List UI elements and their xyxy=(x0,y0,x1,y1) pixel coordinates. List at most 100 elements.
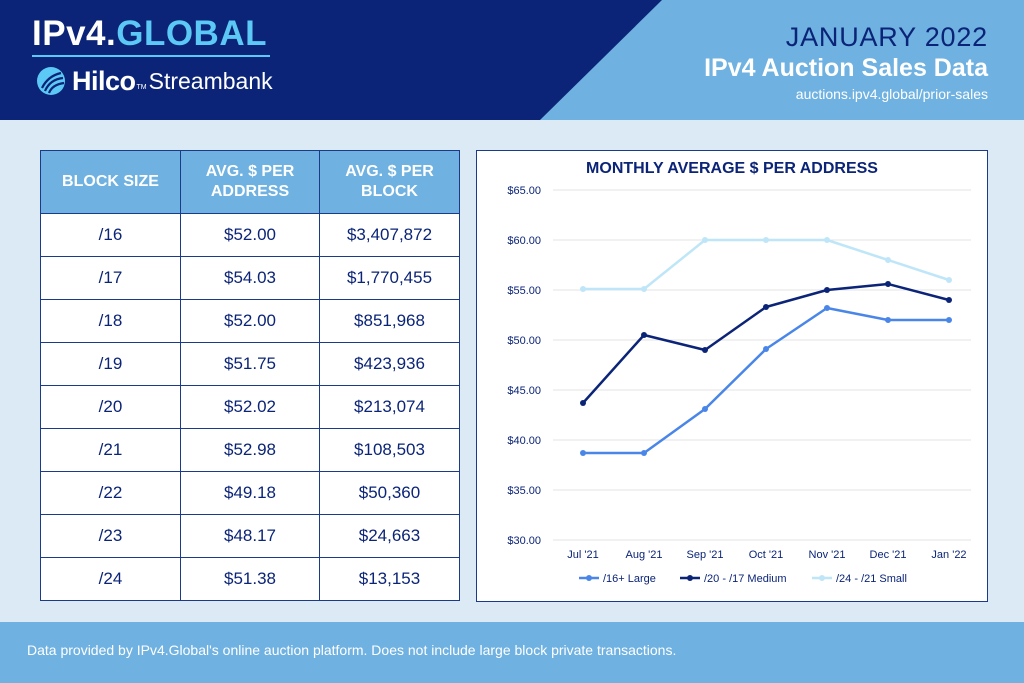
y-tick-label: $45.00 xyxy=(507,385,541,397)
partner-name: Hilco xyxy=(72,65,136,96)
legend-marker xyxy=(687,575,693,581)
cell-avg-block: $1,770,455 xyxy=(319,256,460,300)
x-tick-label: Dec '21 xyxy=(870,549,907,561)
series-point xyxy=(763,237,769,243)
cell-block-size: /21 xyxy=(40,428,181,472)
cell-avg-block: $13,153 xyxy=(319,557,460,601)
cell-avg-address: $49.18 xyxy=(180,471,320,515)
hilco-globe-icon xyxy=(37,67,65,95)
cell-avg-block: $423,936 xyxy=(319,342,460,386)
x-tick-label: Jan '22 xyxy=(931,549,966,561)
cell-avg-address: $54.03 xyxy=(180,256,320,300)
y-tick-label: $35.00 xyxy=(507,485,541,497)
legend-marker xyxy=(586,575,592,581)
table-row: /20 $52.02 $213,074 xyxy=(40,385,460,429)
chart-title: MONTHLY AVERAGE $ PER ADDRESS xyxy=(586,160,878,177)
footer-banner: Data provided by IPv4.Global's online au… xyxy=(0,622,1024,683)
y-tick-label: $30.00 xyxy=(507,535,541,547)
y-tick-label: $40.00 xyxy=(507,435,541,447)
series-point xyxy=(946,297,952,303)
report-url: auctions.ipv4.global/prior-sales xyxy=(795,86,988,102)
cell-block-size: /18 xyxy=(40,299,181,343)
table-row: /24 $51.38 $13,153 xyxy=(40,557,460,601)
series-line-1 xyxy=(582,282,950,404)
cell-avg-address: $52.00 xyxy=(180,213,320,257)
table-header-row: BLOCK SIZE AVG. $ PER ADDRESS AVG. $ PER… xyxy=(40,150,460,214)
legend-marker xyxy=(819,575,825,581)
partner-sub: Streambank xyxy=(148,68,273,94)
cell-block-size: /19 xyxy=(40,342,181,386)
column-header-block-size: BLOCK SIZE xyxy=(40,150,181,214)
table-row: /19 $51.75 $423,936 xyxy=(40,342,460,386)
series-point xyxy=(824,305,830,311)
table-row: /21 $52.98 $108,503 xyxy=(40,428,460,472)
series-point xyxy=(824,237,830,243)
table-row: /23 $48.17 $24,663 xyxy=(40,514,460,558)
brand-underline xyxy=(32,55,270,57)
table-row: /16 $52.00 $3,407,872 xyxy=(40,213,460,257)
cell-avg-address: $51.38 xyxy=(180,557,320,601)
series-point xyxy=(885,281,891,287)
cell-block-size: /22 xyxy=(40,471,181,515)
series-point xyxy=(946,317,952,323)
sales-table: BLOCK SIZE AVG. $ PER ADDRESS AVG. $ PER… xyxy=(40,150,460,601)
report-month: JANUARY 2022 xyxy=(785,22,988,52)
cell-block-size: /20 xyxy=(40,385,181,429)
x-tick-label: Oct '21 xyxy=(749,549,784,561)
cell-avg-address: $52.02 xyxy=(180,385,320,429)
cell-avg-address: $52.00 xyxy=(180,299,320,343)
series-point xyxy=(702,237,708,243)
cell-avg-block: $108,503 xyxy=(319,428,460,472)
series-point xyxy=(641,450,647,456)
series-point xyxy=(763,304,769,310)
series-point xyxy=(885,257,891,263)
header-banner: IPv4.GLOBAL Hilco TM Streambank JANUARY … xyxy=(0,0,1024,120)
series-line-0 xyxy=(583,306,949,455)
series-point xyxy=(580,450,586,456)
cell-avg-block: $24,663 xyxy=(319,514,460,558)
x-tick-label: Jul '21 xyxy=(567,549,598,561)
partner-logo: Hilco TM Streambank xyxy=(36,64,273,98)
legend-label: /20 - /17 Medium xyxy=(704,573,787,585)
cell-block-size: /17 xyxy=(40,256,181,300)
report-title: IPv4 Auction Sales Data xyxy=(704,54,988,82)
footer-note: Data provided by IPv4.Global's online au… xyxy=(27,642,677,658)
x-tick-label: Nov '21 xyxy=(809,549,846,561)
brand-logo-text: IPv4.GLOBAL xyxy=(32,14,267,53)
legend-label: /24 - /21 Small xyxy=(836,573,907,585)
cell-avg-block: $3,407,872 xyxy=(319,213,460,257)
legend-label: /16+ Large xyxy=(603,573,656,585)
y-tick-label: $60.00 xyxy=(507,235,541,247)
line-chart: MONTHLY AVERAGE $ PER ADDRESS $30.00 $35.0… xyxy=(507,160,971,585)
x-tick-label: Sep '21 xyxy=(687,549,724,561)
column-header-avg-per-block: AVG. $ PER BLOCK xyxy=(319,150,460,214)
cell-block-size: /23 xyxy=(40,514,181,558)
series-point xyxy=(702,406,708,412)
table-row: /17 $54.03 $1,770,455 xyxy=(40,256,460,300)
series-point xyxy=(641,286,647,292)
table-row: /18 $52.00 $851,968 xyxy=(40,299,460,343)
series-point xyxy=(763,346,769,352)
series-point xyxy=(702,347,708,353)
y-tick-label: $50.00 xyxy=(507,335,541,347)
column-header-avg-per-address: AVG. $ PER ADDRESS xyxy=(180,150,320,214)
series-line-2 xyxy=(583,238,950,291)
cell-block-size: /16 xyxy=(40,213,181,257)
series-point xyxy=(580,286,586,292)
cell-avg-block: $213,074 xyxy=(319,385,460,429)
cell-avg-block: $50,360 xyxy=(319,471,460,515)
header-dark-panel xyxy=(0,0,662,120)
cell-avg-address: $51.75 xyxy=(180,342,320,386)
cell-avg-address: $52.98 xyxy=(180,428,320,472)
series-point xyxy=(824,287,830,293)
x-tick-label: Aug '21 xyxy=(626,549,663,561)
cell-avg-address: $48.17 xyxy=(180,514,320,558)
table-row: /22 $49.18 $50,360 xyxy=(40,471,460,515)
partner-tm: TM xyxy=(136,83,147,91)
chart-panel: MONTHLY AVERAGE $ PER ADDRESS $30.00 $35.0… xyxy=(476,150,988,602)
cell-block-size: /24 xyxy=(40,557,181,601)
y-tick-label: $65.00 xyxy=(507,185,541,197)
series-point xyxy=(580,400,586,406)
series-point xyxy=(946,277,952,283)
series-point xyxy=(641,332,647,338)
